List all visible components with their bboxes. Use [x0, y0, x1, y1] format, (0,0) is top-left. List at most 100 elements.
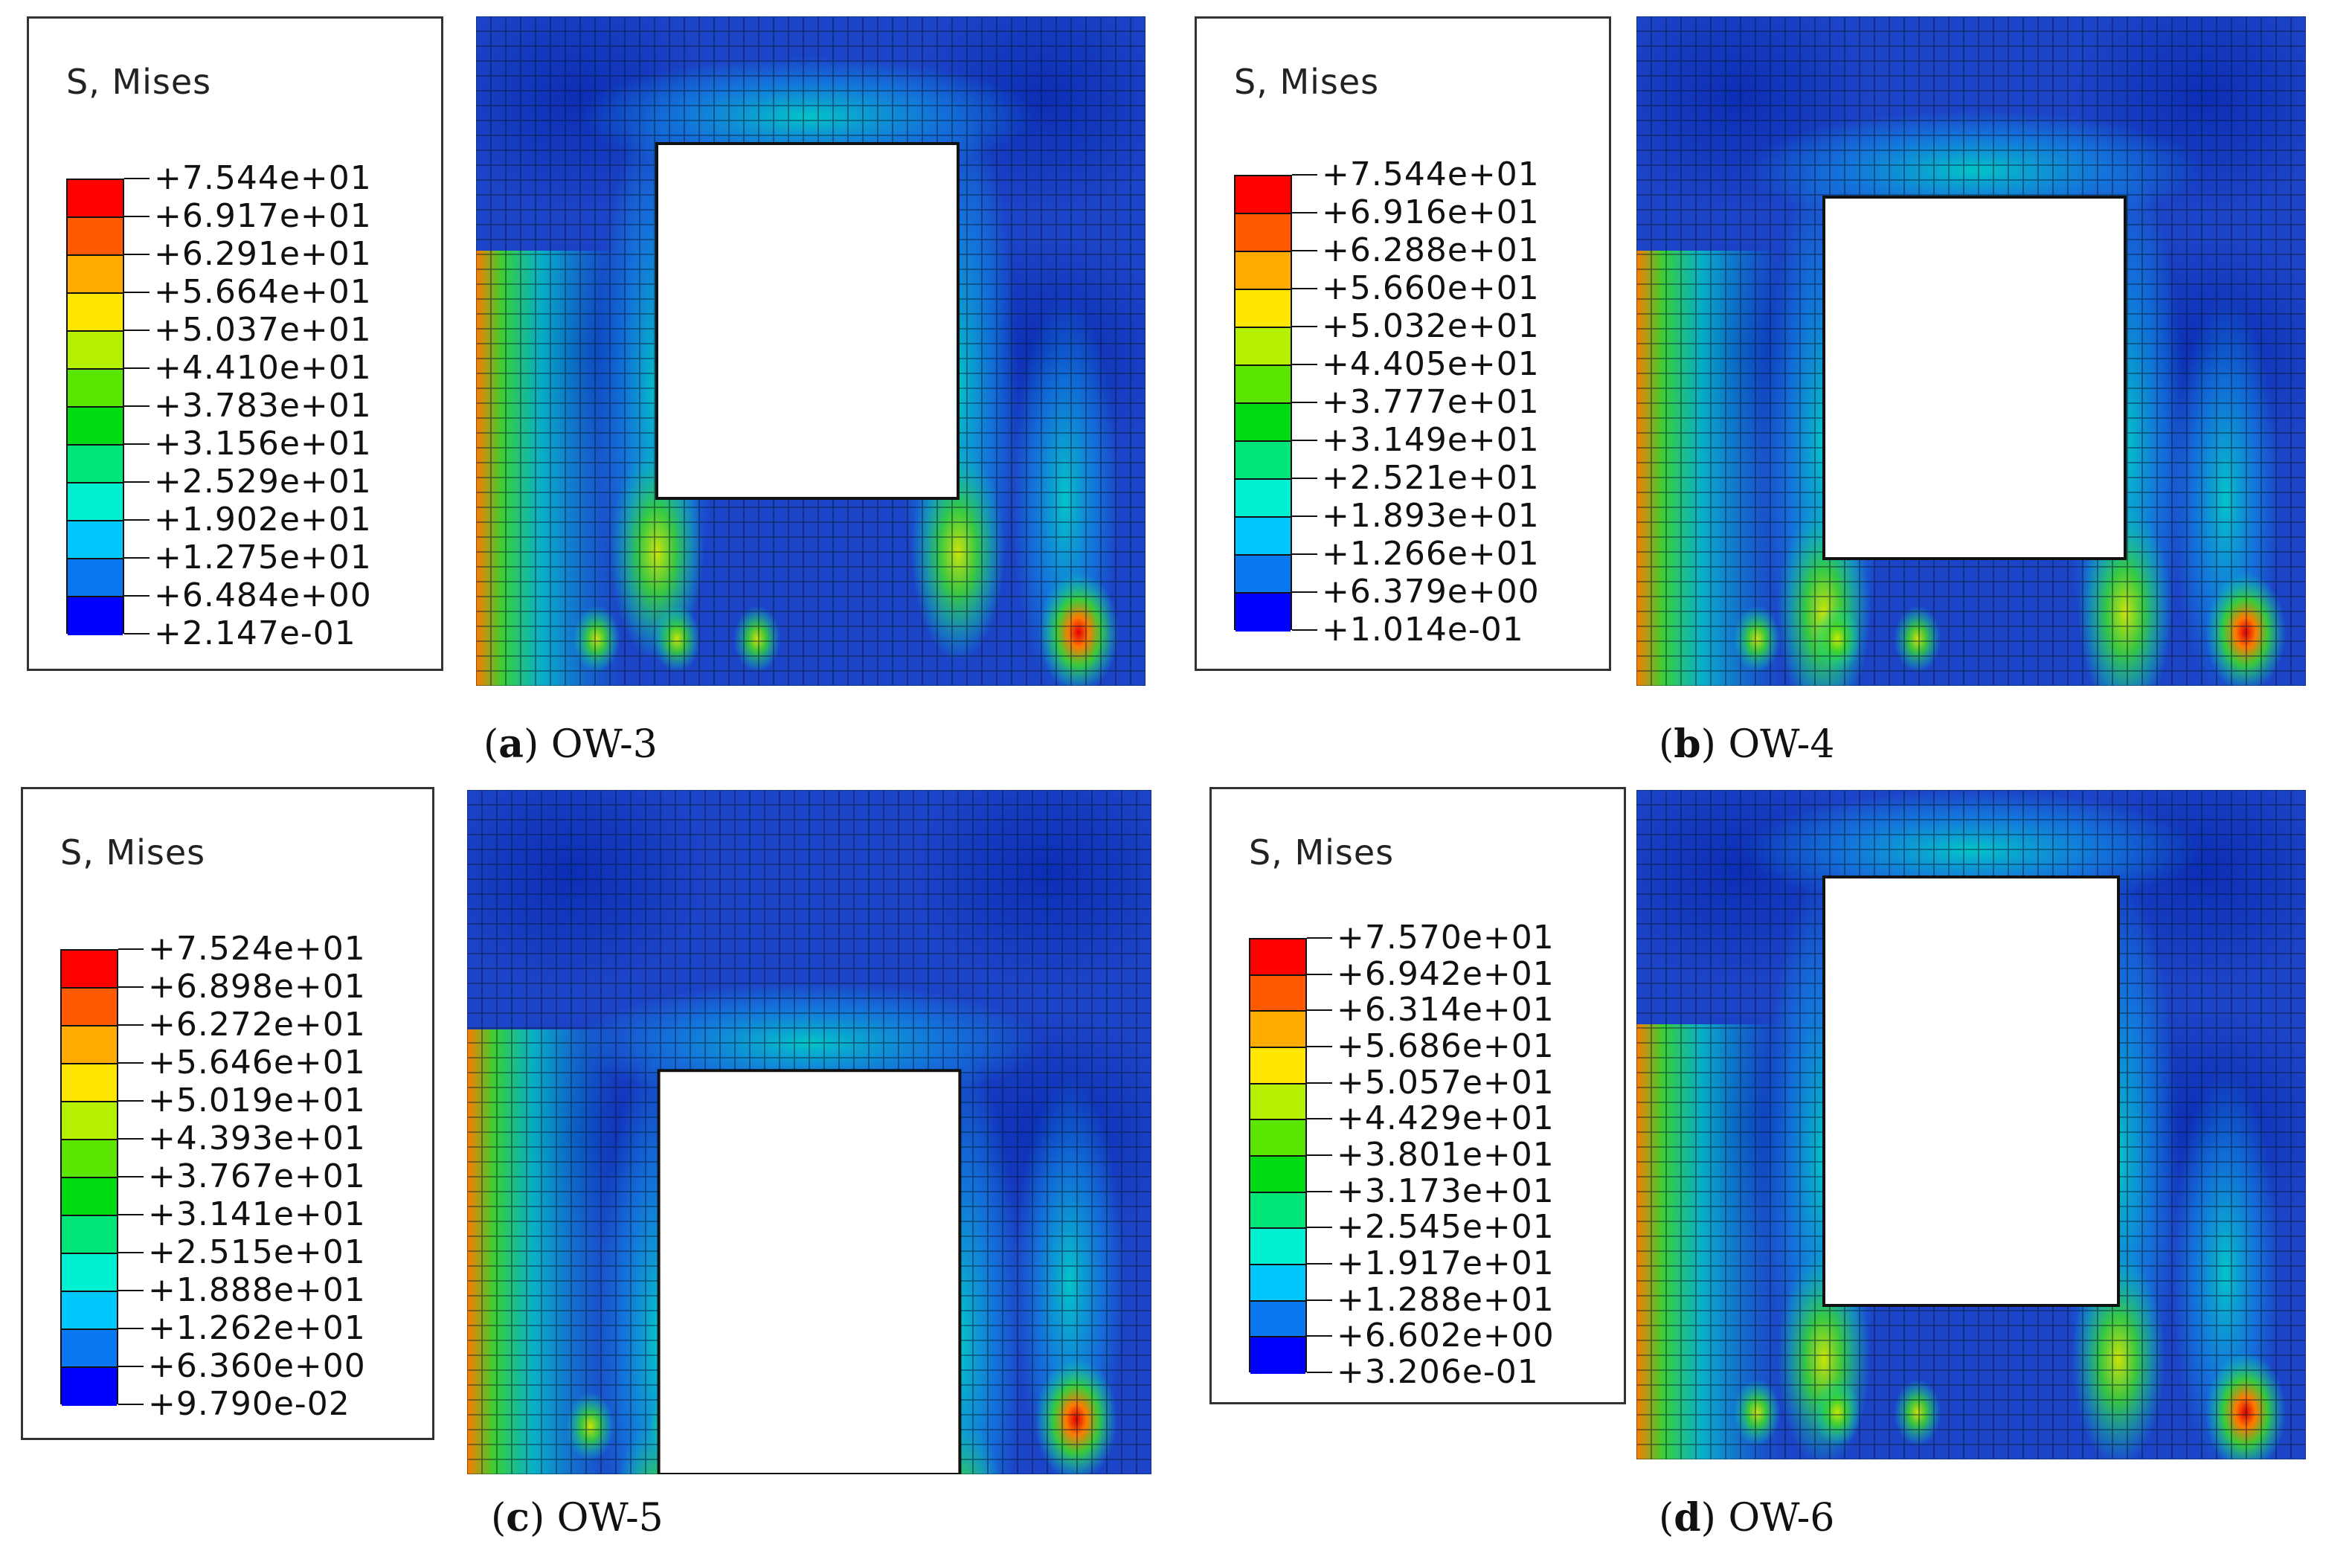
- legend-title: S, Mises: [60, 832, 206, 873]
- scale-tick: [1307, 1372, 1332, 1373]
- wall-opening: [1822, 196, 2127, 560]
- scale-value-label: +4.405e+01: [1322, 345, 1540, 383]
- color-band: [1235, 176, 1291, 214]
- color-band: [68, 294, 123, 332]
- color-band: [1250, 1012, 1305, 1048]
- stress-concentration: [1813, 605, 1861, 672]
- scale-value-label: +1.288e+01: [1337, 1280, 1555, 1319]
- stress-concentration: [653, 605, 701, 672]
- scale-value-label: +1.014e-01: [1322, 611, 1524, 649]
- scale-value-label: +7.524e+01: [148, 930, 366, 968]
- contour-plot-ow-6: [1636, 790, 2306, 1459]
- caption-d: (d) OW-6: [1659, 1495, 1835, 1540]
- scale-tick: [1292, 440, 1317, 441]
- scale-tick: [124, 254, 150, 255]
- scale-value-label: +2.521e+01: [1322, 459, 1540, 497]
- scale-tick: [1307, 937, 1332, 939]
- scale-tick: [1307, 1082, 1332, 1084]
- color-band: [68, 521, 123, 559]
- scale-value-label: +2.545e+01: [1337, 1208, 1555, 1247]
- color-scale: [60, 949, 118, 1406]
- scale-tick: [124, 216, 150, 217]
- caption-letter: b: [1674, 722, 1701, 767]
- color-band: [68, 218, 123, 256]
- color-band: [62, 1254, 117, 1292]
- scale-value-label: +5.646e+01: [148, 1044, 366, 1082]
- scale-tick: [124, 633, 150, 634]
- color-band: [68, 597, 123, 635]
- scale-value-label: +5.057e+01: [1337, 1063, 1555, 1102]
- scale-value-label: +4.429e+01: [1337, 1099, 1555, 1138]
- wall-opening: [1822, 875, 2120, 1307]
- peak-stress-spot: [1035, 1357, 1117, 1474]
- caption-letter: c: [506, 1495, 530, 1540]
- scale-value-label: +1.262e+01: [148, 1309, 366, 1347]
- color-band: [1235, 290, 1291, 328]
- scale-tick: [118, 1062, 144, 1064]
- scale-value-label: +6.360e+00: [148, 1347, 366, 1385]
- color-band: [1250, 939, 1305, 976]
- scale-tick: [118, 986, 144, 988]
- scale-tick: [118, 1290, 144, 1291]
- scale-value-label: +6.314e+01: [1337, 991, 1555, 1029]
- legend-a: S, Mises +7.544e+01 +6.917e+01 +6.291e+01 +…: [27, 16, 443, 671]
- scale-tick: [1292, 515, 1317, 517]
- color-band: [68, 483, 123, 521]
- color-scale: [1249, 938, 1307, 1374]
- contour-plot-ow-3: [476, 16, 1145, 686]
- scale-tick: [1307, 1299, 1332, 1301]
- scale-tick: [124, 292, 150, 293]
- peak-stress-spot: [2205, 1352, 2286, 1459]
- scale-tick: [1307, 1009, 1332, 1012]
- scale-tick: [1307, 1118, 1332, 1120]
- color-band: [68, 370, 123, 408]
- stress-concentration: [1813, 1379, 1861, 1446]
- scale-value-label: +6.916e+01: [1322, 193, 1540, 231]
- scale-value-label: +1.893e+01: [1322, 497, 1540, 535]
- scale-value-label: +5.660e+01: [1322, 269, 1540, 307]
- contour-field: [476, 16, 1145, 686]
- color-band: [68, 256, 123, 294]
- peak-stress-spot: [2205, 572, 2286, 686]
- scale-tick: [1292, 591, 1317, 593]
- caption-letter: d: [1674, 1495, 1701, 1540]
- color-scale: [66, 179, 124, 635]
- scale-value-label: +7.570e+01: [1337, 919, 1555, 957]
- scale-value-label: +5.686e+01: [1337, 1027, 1555, 1065]
- scale-tick: [124, 595, 150, 597]
- caption-a: (a) OW-3: [483, 722, 658, 767]
- scale-tick: [124, 405, 150, 407]
- scale-tick: [1292, 288, 1317, 289]
- scale-value-label: +6.942e+01: [1337, 954, 1555, 993]
- scale-value-label: +1.275e+01: [154, 539, 372, 576]
- color-band: [68, 559, 123, 597]
- color-band: [1250, 1157, 1305, 1193]
- color-band: [62, 1064, 117, 1102]
- scale-tick: [1307, 973, 1332, 975]
- legend-c: S, Mises +7.524e+01 +6.898e+01 +6.272e+01 +…: [21, 787, 434, 1440]
- color-band: [1235, 366, 1291, 404]
- color-band: [1250, 1301, 1305, 1338]
- scale-tick: [1292, 553, 1317, 555]
- color-band: [1235, 518, 1291, 556]
- scale-tick: [118, 1214, 144, 1215]
- color-band: [62, 1330, 117, 1368]
- caption-label: OW-6: [1728, 1496, 1835, 1540]
- scale-tick: [1292, 629, 1317, 631]
- scale-value-label: +2.515e+01: [148, 1233, 366, 1271]
- scale-value-label: +6.917e+01: [154, 197, 372, 235]
- scale-value-label: +5.032e+01: [1322, 307, 1540, 345]
- color-scale: [1234, 175, 1292, 632]
- scale-value-label: +6.484e+00: [154, 576, 372, 614]
- scale-value-label: +5.037e+01: [154, 311, 372, 349]
- color-band: [1250, 1229, 1305, 1265]
- scale-value-label: +1.888e+01: [148, 1271, 366, 1309]
- scale-tick: [118, 1176, 144, 1177]
- color-band: [1235, 442, 1291, 480]
- scale-tick: [1307, 1046, 1332, 1047]
- scale-tick: [124, 481, 150, 483]
- color-band: [68, 446, 123, 483]
- scale-tick: [1292, 250, 1317, 251]
- scale-tick: [124, 443, 150, 445]
- legend-title: S, Mises: [1234, 62, 1380, 102]
